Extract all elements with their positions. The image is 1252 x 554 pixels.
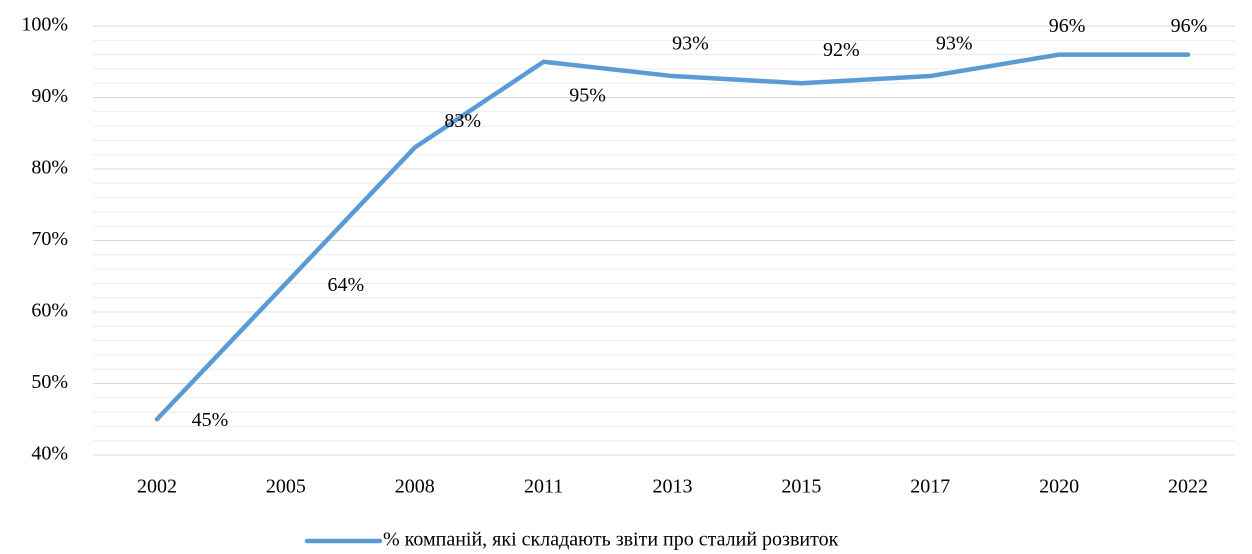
y-tick-label: 60% <box>31 300 68 322</box>
x-tick-label: 2005 <box>266 476 306 498</box>
data-label: 93% <box>672 33 709 55</box>
data-label: 95% <box>569 84 606 106</box>
y-tick-label: 50% <box>31 371 68 393</box>
legend-label: % компаній, які складають звіти про стал… <box>383 529 839 551</box>
data-label: 83% <box>444 110 481 132</box>
y-tick-label: 70% <box>31 228 68 250</box>
data-label: 96% <box>1049 15 1086 37</box>
y-tick-label: 100% <box>21 14 68 36</box>
data-label: 93% <box>936 33 973 55</box>
data-label: 45% <box>192 409 229 431</box>
x-tick-label: 2002 <box>137 476 177 498</box>
y-tick-label: 40% <box>31 443 68 465</box>
x-tick-label: 2011 <box>524 476 563 498</box>
y-tick-label: 80% <box>31 157 68 179</box>
x-tick-label: 2022 <box>1168 476 1208 498</box>
y-tick-label: 90% <box>31 85 68 107</box>
x-tick-label: 2020 <box>1039 476 1079 498</box>
data-label: 96% <box>1171 15 1208 37</box>
data-line <box>154 52 1191 422</box>
x-tick-label: 2013 <box>653 476 693 498</box>
data-label: 64% <box>328 274 365 296</box>
x-tick-label: 2017 <box>910 476 950 498</box>
x-tick-label: 2015 <box>781 476 821 498</box>
data-label: 92% <box>823 39 860 61</box>
x-tick-label: 2008 <box>395 476 435 498</box>
